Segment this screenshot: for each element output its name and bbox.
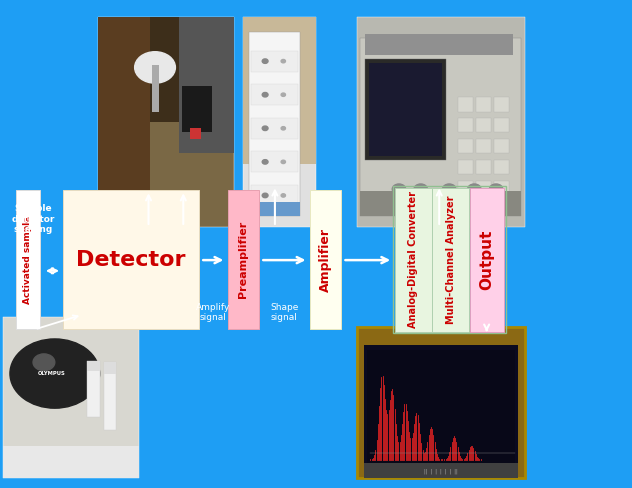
Circle shape	[281, 126, 286, 130]
Circle shape	[281, 194, 286, 197]
FancyBboxPatch shape	[87, 361, 100, 371]
FancyBboxPatch shape	[243, 17, 316, 164]
FancyBboxPatch shape	[458, 160, 473, 174]
Circle shape	[10, 339, 100, 408]
FancyBboxPatch shape	[182, 86, 212, 132]
FancyBboxPatch shape	[98, 17, 234, 122]
FancyBboxPatch shape	[228, 190, 259, 329]
Text: ||  |  |  |  |  |  ||: || | | | | | ||	[424, 468, 458, 474]
Circle shape	[262, 59, 268, 63]
FancyBboxPatch shape	[476, 118, 491, 132]
Text: Preamplifier: Preamplifier	[238, 221, 248, 299]
FancyBboxPatch shape	[250, 84, 298, 105]
FancyBboxPatch shape	[250, 51, 298, 72]
FancyBboxPatch shape	[243, 17, 316, 227]
FancyBboxPatch shape	[190, 128, 201, 139]
FancyBboxPatch shape	[63, 190, 199, 329]
FancyBboxPatch shape	[152, 65, 159, 111]
Circle shape	[414, 184, 427, 194]
FancyBboxPatch shape	[98, 17, 234, 227]
Text: Output: Output	[480, 230, 494, 290]
FancyBboxPatch shape	[494, 160, 509, 174]
FancyBboxPatch shape	[476, 160, 491, 174]
FancyBboxPatch shape	[87, 361, 100, 417]
FancyBboxPatch shape	[395, 188, 432, 332]
Text: Activated sample: Activated sample	[23, 216, 32, 304]
FancyBboxPatch shape	[494, 118, 509, 132]
FancyBboxPatch shape	[476, 97, 491, 111]
FancyBboxPatch shape	[365, 34, 513, 55]
Circle shape	[442, 184, 456, 194]
FancyBboxPatch shape	[179, 17, 234, 153]
FancyBboxPatch shape	[250, 185, 298, 206]
Circle shape	[468, 184, 481, 194]
Circle shape	[135, 52, 176, 83]
FancyBboxPatch shape	[98, 17, 150, 195]
Text: OLYMPUS: OLYMPUS	[38, 371, 66, 376]
FancyBboxPatch shape	[494, 181, 509, 195]
FancyBboxPatch shape	[357, 17, 525, 227]
FancyBboxPatch shape	[458, 97, 473, 111]
FancyBboxPatch shape	[369, 63, 442, 156]
Text: Shape
signal: Shape signal	[270, 303, 298, 322]
Circle shape	[262, 160, 268, 164]
FancyBboxPatch shape	[458, 181, 473, 195]
Text: Multi-Channel Analyzer: Multi-Channel Analyzer	[446, 196, 456, 324]
Text: Amplify
signal: Amplify signal	[196, 303, 230, 322]
Circle shape	[281, 160, 286, 163]
FancyBboxPatch shape	[357, 327, 525, 478]
FancyBboxPatch shape	[494, 139, 509, 153]
FancyBboxPatch shape	[458, 139, 473, 153]
Circle shape	[281, 60, 286, 63]
Circle shape	[262, 193, 268, 198]
Text: Amplifier: Amplifier	[319, 228, 332, 292]
FancyBboxPatch shape	[365, 59, 446, 160]
FancyBboxPatch shape	[476, 181, 491, 195]
FancyBboxPatch shape	[250, 151, 298, 172]
FancyBboxPatch shape	[432, 188, 469, 332]
Text: Sample
detector
spacing: Sample detector spacing	[11, 204, 54, 234]
Circle shape	[262, 93, 268, 97]
Text: Analog-Digital Converter: Analog-Digital Converter	[408, 191, 418, 328]
FancyBboxPatch shape	[104, 362, 116, 374]
FancyBboxPatch shape	[360, 38, 521, 217]
FancyBboxPatch shape	[3, 446, 139, 478]
Circle shape	[33, 354, 55, 371]
FancyBboxPatch shape	[367, 349, 514, 463]
Circle shape	[262, 126, 268, 130]
Circle shape	[392, 184, 406, 194]
FancyBboxPatch shape	[476, 139, 491, 153]
FancyBboxPatch shape	[494, 97, 509, 111]
FancyBboxPatch shape	[310, 190, 341, 329]
Circle shape	[281, 93, 286, 97]
FancyBboxPatch shape	[16, 190, 40, 329]
FancyBboxPatch shape	[104, 362, 116, 430]
FancyBboxPatch shape	[249, 32, 300, 217]
Text: Detector: Detector	[76, 250, 186, 270]
FancyBboxPatch shape	[364, 345, 518, 466]
Circle shape	[489, 184, 503, 194]
FancyBboxPatch shape	[470, 188, 504, 332]
FancyBboxPatch shape	[3, 317, 139, 478]
FancyBboxPatch shape	[250, 118, 298, 139]
FancyBboxPatch shape	[458, 118, 473, 132]
FancyBboxPatch shape	[364, 463, 518, 478]
FancyBboxPatch shape	[360, 191, 521, 217]
FancyBboxPatch shape	[249, 202, 300, 217]
